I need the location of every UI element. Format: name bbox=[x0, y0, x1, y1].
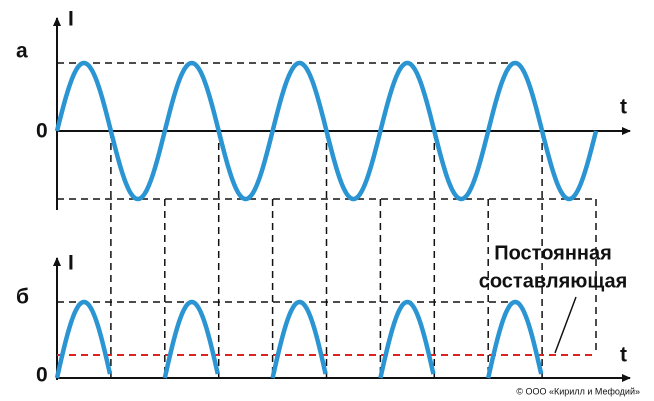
half-wave bbox=[486, 299, 544, 379]
annotation: составляющая bbox=[479, 270, 628, 292]
half-wave bbox=[378, 299, 436, 379]
y-label: I bbox=[68, 8, 74, 31]
guide-lines bbox=[57, 62, 597, 378]
x-label: t bbox=[620, 344, 627, 367]
y-label: I bbox=[68, 252, 74, 275]
x-label: t bbox=[620, 96, 627, 119]
half-wave bbox=[162, 299, 220, 379]
leader-line bbox=[554, 296, 577, 354]
annotation: Постоянная bbox=[494, 242, 612, 264]
origin: 0 bbox=[36, 364, 48, 387]
half-wave bbox=[270, 299, 328, 379]
label-b: б bbox=[16, 286, 29, 309]
label-a: а bbox=[16, 40, 28, 63]
half-wave bbox=[54, 299, 113, 379]
ac-wave bbox=[54, 60, 599, 202]
copyright: © ООО «Кирилл и Мефодий» bbox=[516, 386, 640, 396]
origin: 0 bbox=[36, 120, 48, 143]
rectified-wave bbox=[54, 299, 544, 379]
